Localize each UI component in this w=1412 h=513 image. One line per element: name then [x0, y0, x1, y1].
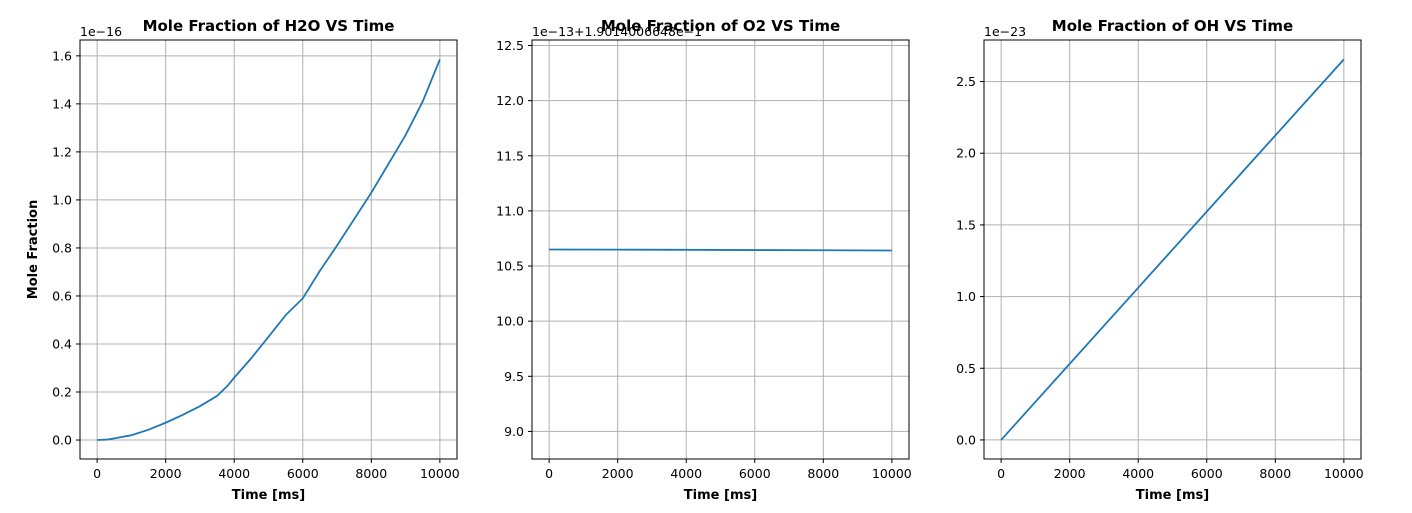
axis-offset-label: 1e−16 [80, 24, 122, 39]
x-tick-label: 4000 [218, 466, 250, 481]
y-tick-label: 0.6 [52, 288, 72, 303]
y-tick-label: 0.2 [52, 385, 72, 400]
x-tick-label: 2000 [602, 466, 634, 481]
x-tick-label: 8000 [355, 466, 387, 481]
x-tick-label: 0 [997, 466, 1005, 481]
x-tick-label: 6000 [287, 466, 319, 481]
x-axis-label: Time [ms] [232, 488, 305, 503]
series-line [1000, 58, 1345, 441]
y-tick-label: 1.6 [52, 48, 72, 63]
y-tick-label: 0.5 [956, 361, 976, 376]
y-tick-label: 10.0 [496, 314, 524, 329]
chart-title: Mole Fraction of OH VS Time [1052, 17, 1293, 35]
series-line [97, 59, 441, 441]
x-tick-label: 6000 [739, 466, 771, 481]
chart-title: Mole Fraction of O2 VS Time [601, 17, 840, 35]
axis-offset-label: 1e−23 [984, 24, 1026, 39]
y-tick-label: 9.0 [504, 424, 524, 439]
subplot-1: 0 2000 4000 6000 8000 10000 0.0 0.2 0.4 0.6 0.8 1.0… [26, 17, 460, 503]
x-axis-label: Time [ms] [684, 488, 757, 503]
x-tick-label: 10000 [1324, 466, 1364, 481]
y-tick-label: 0.0 [52, 433, 72, 448]
axes-frame [983, 39, 1362, 460]
y-tick-label: 2.0 [956, 146, 976, 161]
x-axis-label: Time [ms] [1136, 488, 1209, 503]
y-tick-label: 1.2 [52, 144, 72, 159]
y-tick-label: 1.5 [956, 217, 976, 232]
y-axis-label: Mole Fraction [26, 200, 41, 299]
y-tick-label: 1.0 [956, 289, 976, 304]
x-tick-label: 2000 [150, 466, 182, 481]
axes-frame [79, 39, 458, 460]
y-tick-label: 11.0 [496, 203, 524, 218]
x-tick-label: 4000 [1122, 466, 1154, 481]
y-tick-label: 12.5 [496, 38, 524, 53]
y-tick-label: 12.0 [496, 93, 524, 108]
y-tick-label: 1.4 [52, 96, 72, 111]
x-tick-label: 8000 [807, 466, 839, 481]
chart-title: Mole Fraction of H2O VS Time [143, 17, 395, 35]
y-tick-label: 0.4 [52, 336, 72, 351]
x-tick-label: 0 [93, 466, 101, 481]
subplot-2: 0 2000 4000 6000 8000 10000 9.0 9.5 10.0 10.5 11.0… [496, 17, 912, 503]
x-tick-label: 10000 [420, 466, 460, 481]
x-tick-label: 2000 [1054, 466, 1086, 481]
y-tick-label: 0.8 [52, 240, 72, 255]
x-tick-label: 4000 [670, 466, 702, 481]
x-tick-label: 8000 [1259, 466, 1291, 481]
x-tick-label: 10000 [872, 466, 912, 481]
x-tick-label: 0 [545, 466, 553, 481]
axes-frame [531, 39, 910, 460]
y-tick-label: 2.5 [956, 74, 976, 89]
y-tick-label: 11.5 [496, 148, 524, 163]
y-tick-label: 9.5 [504, 369, 524, 384]
subplot-3: 0 2000 4000 6000 8000 10000 0.0 0.5 1.0 1.5 2.0 2.5… [956, 17, 1364, 503]
y-tick-label: 0.0 [956, 432, 976, 447]
series-line [549, 248, 892, 252]
axis-offset-label: 1e−13+1.9014006648e−1 [532, 24, 702, 39]
y-tick-label: 10.5 [496, 259, 524, 274]
y-tick-label: 1.0 [52, 192, 72, 207]
x-tick-label: 6000 [1191, 466, 1223, 481]
